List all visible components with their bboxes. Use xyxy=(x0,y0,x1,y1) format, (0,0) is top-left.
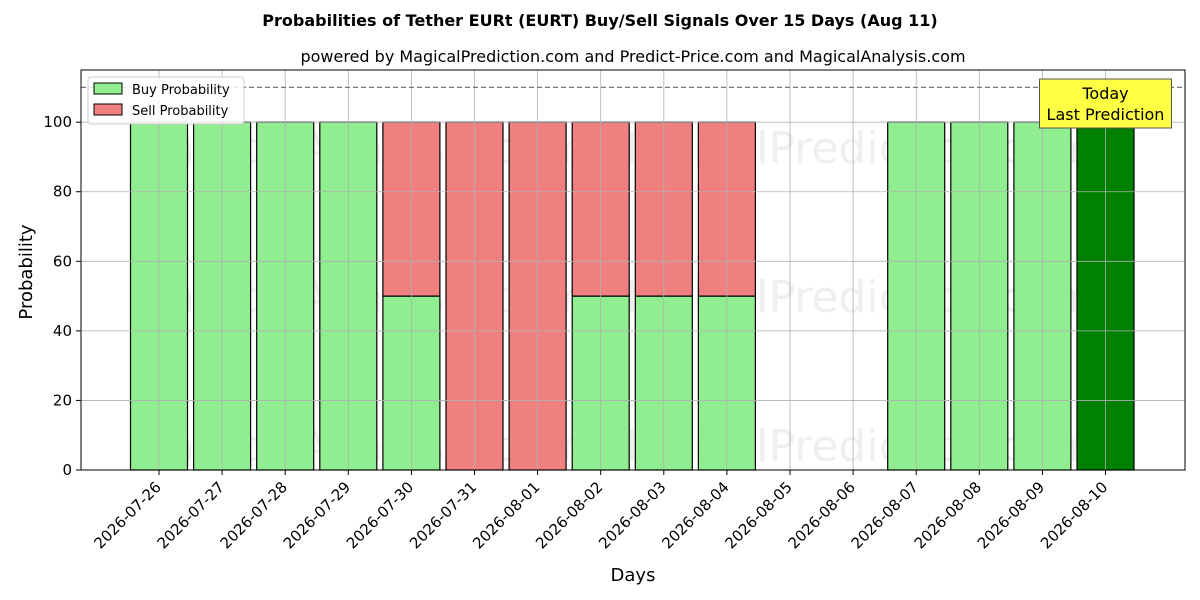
y-axis-label: Probability xyxy=(16,224,37,319)
legend-box xyxy=(87,76,245,125)
y-tick-label: 0 xyxy=(62,461,72,479)
x-tick-label: 2026-08-08 xyxy=(911,478,985,552)
y-tick-label: 40 xyxy=(53,322,72,340)
x-tick-label: 2026-08-01 xyxy=(469,478,543,552)
x-tick-label: 2026-07-27 xyxy=(154,478,228,552)
x-tick-label: 2026-08-09 xyxy=(974,478,1048,552)
x-axis-label: Days xyxy=(611,565,656,586)
legend-swatch xyxy=(93,82,123,95)
today-label: Today xyxy=(1081,84,1128,103)
x-tick-label: 2026-08-06 xyxy=(785,478,859,552)
y-tick-label: 100 xyxy=(43,113,72,131)
plot-area: MagicalAnalysis.comMagicalPrediction.com… xyxy=(43,69,1186,552)
x-tick-label: 2026-07-31 xyxy=(406,478,480,552)
x-tick-label: 2026-08-05 xyxy=(721,478,795,552)
x-tick-label: 2026-07-26 xyxy=(90,478,164,552)
last-prediction-label: Last Prediction xyxy=(1047,105,1165,124)
legend-label: Sell Probability xyxy=(132,104,229,119)
legend-swatch xyxy=(93,103,123,116)
x-tick-label: 2026-08-03 xyxy=(595,478,669,552)
chart-subtitle: powered by MagicalPrediction.com and Pre… xyxy=(300,47,965,66)
x-tick-label: 2026-08-04 xyxy=(658,478,732,552)
legend-label: Buy Probability xyxy=(132,83,230,98)
legend: Buy Probability Sell Probability xyxy=(87,76,245,125)
today-box xyxy=(1039,78,1172,129)
chart-title: Probabilities of Tether EURt (EURT) Buy/… xyxy=(262,11,937,30)
x-tick-label: 2026-07-28 xyxy=(217,478,291,552)
x-tick-label: 2026-08-10 xyxy=(1037,478,1111,552)
x-tick-label: 2026-07-30 xyxy=(343,478,417,552)
y-tick-label: 80 xyxy=(53,183,72,201)
y-tick-label: 60 xyxy=(53,252,72,270)
x-tick-label: 2026-08-07 xyxy=(848,478,922,552)
plot-frame xyxy=(80,69,1186,471)
x-tick-label: 2026-07-29 xyxy=(280,478,354,552)
x-tick-label: 2026-08-02 xyxy=(532,478,606,552)
y-tick-label: 20 xyxy=(53,391,72,409)
